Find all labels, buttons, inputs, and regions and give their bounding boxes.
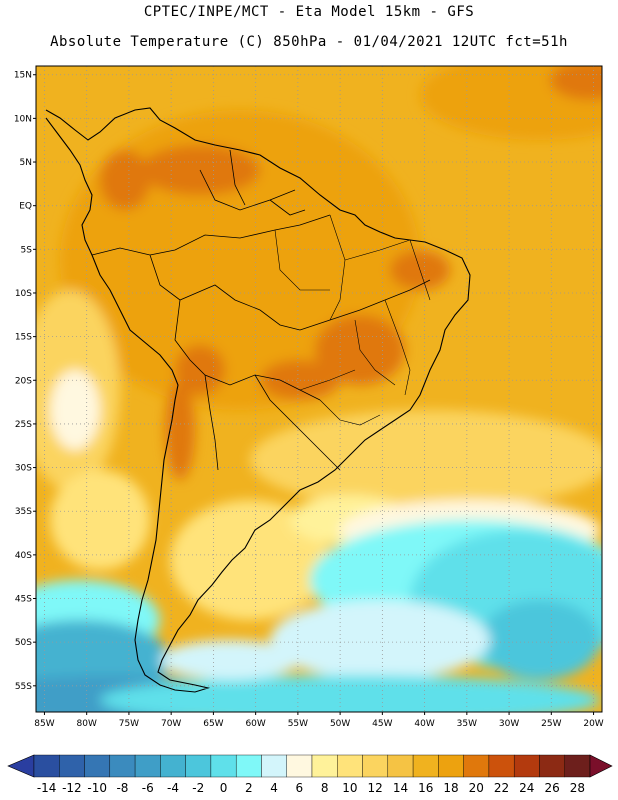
- latitude-label: 15N: [14, 71, 32, 81]
- colorbar-swatch: [564, 754, 591, 778]
- colorbar-label: 0: [220, 781, 228, 795]
- colorbar-swatch: [84, 754, 111, 778]
- colorbar-swatch: [539, 754, 565, 778]
- colorbar-swatch: [235, 754, 262, 778]
- latitude-label: 35S: [15, 507, 32, 517]
- longitude-label: 20W: [583, 719, 603, 729]
- longitude-label: 45W: [372, 719, 392, 729]
- colorbar-label: 28: [570, 781, 585, 795]
- colorbar-over-arrow: [589, 754, 613, 778]
- colorbar-swatch: [286, 754, 313, 778]
- map-title: CPTEC/INPE/MCT - Eta Model 15km - GFS: [143, 4, 475, 20]
- colorbar-label: 18: [443, 781, 458, 795]
- colorbar-swatch: [59, 754, 85, 778]
- colorbar-swatch: [412, 754, 439, 778]
- map-frame: [35, 65, 603, 713]
- latitude-label: 20S: [15, 376, 32, 386]
- longitude-label: 70W: [161, 719, 181, 729]
- longitude-label: 55W: [288, 719, 308, 729]
- longitude-label: 25W: [541, 719, 561, 729]
- colorbar-under-arrow: [7, 754, 35, 778]
- latitude-label: 10S: [15, 289, 32, 299]
- latitude-label: 50S: [15, 638, 32, 648]
- colorbar-label: 12: [368, 781, 383, 795]
- longitude-label: 65W: [203, 719, 223, 729]
- longitude-label: 40W: [414, 719, 434, 729]
- state-borders: [274, 214, 431, 426]
- colorbar-swatch: [488, 754, 515, 778]
- colorbar-label: 2: [245, 781, 253, 795]
- colorbar-label: 26: [544, 781, 559, 795]
- colorbar-swatch: [33, 754, 60, 778]
- colorbar-label: -12: [62, 781, 82, 795]
- colorbar-label: 24: [519, 781, 534, 795]
- longitude-labels: 85W 80W 75W 70W 65W 60W 55W 50W 45W 40W 35W 30W 25W 2…: [34, 712, 604, 729]
- latitude-label: 40S: [15, 551, 32, 561]
- colorbar-label: -4: [167, 781, 179, 795]
- latitude-label: 45S: [15, 595, 32, 605]
- colorbar-swatch: [362, 754, 389, 778]
- colorbar-label: -6: [142, 781, 154, 795]
- colorbar-swatch: [109, 754, 136, 778]
- latitude-label: 10N: [14, 114, 32, 124]
- latitude-label: 5S: [21, 245, 33, 255]
- latitude-label: 25S: [15, 420, 32, 430]
- colorbar-label: 6: [296, 781, 304, 795]
- longitude-label: 85W: [34, 719, 54, 729]
- colorbar-swatch: [134, 754, 161, 778]
- longitude-label: 80W: [77, 719, 97, 729]
- country-borders: [91, 149, 431, 471]
- longitude-label: 35W: [457, 719, 477, 729]
- latitude-label: 5N: [20, 158, 32, 168]
- colorbar-swatch: [337, 754, 363, 778]
- colorbar-swatch: [438, 754, 464, 778]
- colorbar-label: 20: [469, 781, 484, 795]
- colorbar-label: -10: [87, 781, 107, 795]
- latitude-label: 55S: [15, 682, 32, 692]
- latitude-label: 15S: [15, 333, 32, 343]
- colorbar-label: 14: [393, 781, 408, 795]
- colorbar-label: 8: [321, 781, 329, 795]
- colorbar-label: -14: [37, 781, 57, 795]
- colorbar-swatch: [463, 754, 490, 778]
- longitude-label: 60W: [245, 719, 265, 729]
- colorbar-swatch: [185, 754, 212, 778]
- map-subtitle: Absolute Temperature (C) 850hPa - 01/04/…: [50, 34, 568, 50]
- longitude-label: 50W: [330, 719, 350, 729]
- south-america-coastline: [45, 107, 471, 693]
- temperature-shading: [36, 66, 602, 712]
- colorbar-label: 4: [270, 781, 278, 795]
- colorbar-label: -2: [192, 781, 204, 795]
- latitude-labels: 15N 10N 5N EQ 5S 10S 15S 20S 25S 30S 35S 40S 45S 50S 5…: [14, 71, 36, 692]
- colorbar-label: 22: [494, 781, 509, 795]
- longitude-label: 30W: [499, 719, 519, 729]
- latitude-label: EQ: [19, 202, 32, 212]
- colorbar-swatch: [160, 754, 186, 778]
- colorbar-label: 16: [418, 781, 433, 795]
- latitude-label: 30S: [15, 464, 32, 474]
- longitude-label: 75W: [119, 719, 139, 729]
- colorbar-swatch: [311, 754, 338, 778]
- colorbar-label: 10: [342, 781, 357, 795]
- colorbar-swatch: [210, 754, 237, 778]
- colorbar-swatch: [387, 754, 414, 778]
- colorbar-swatch: [513, 754, 540, 778]
- colorbar-swatch: [261, 754, 287, 778]
- colorbar-label: -8: [116, 781, 128, 795]
